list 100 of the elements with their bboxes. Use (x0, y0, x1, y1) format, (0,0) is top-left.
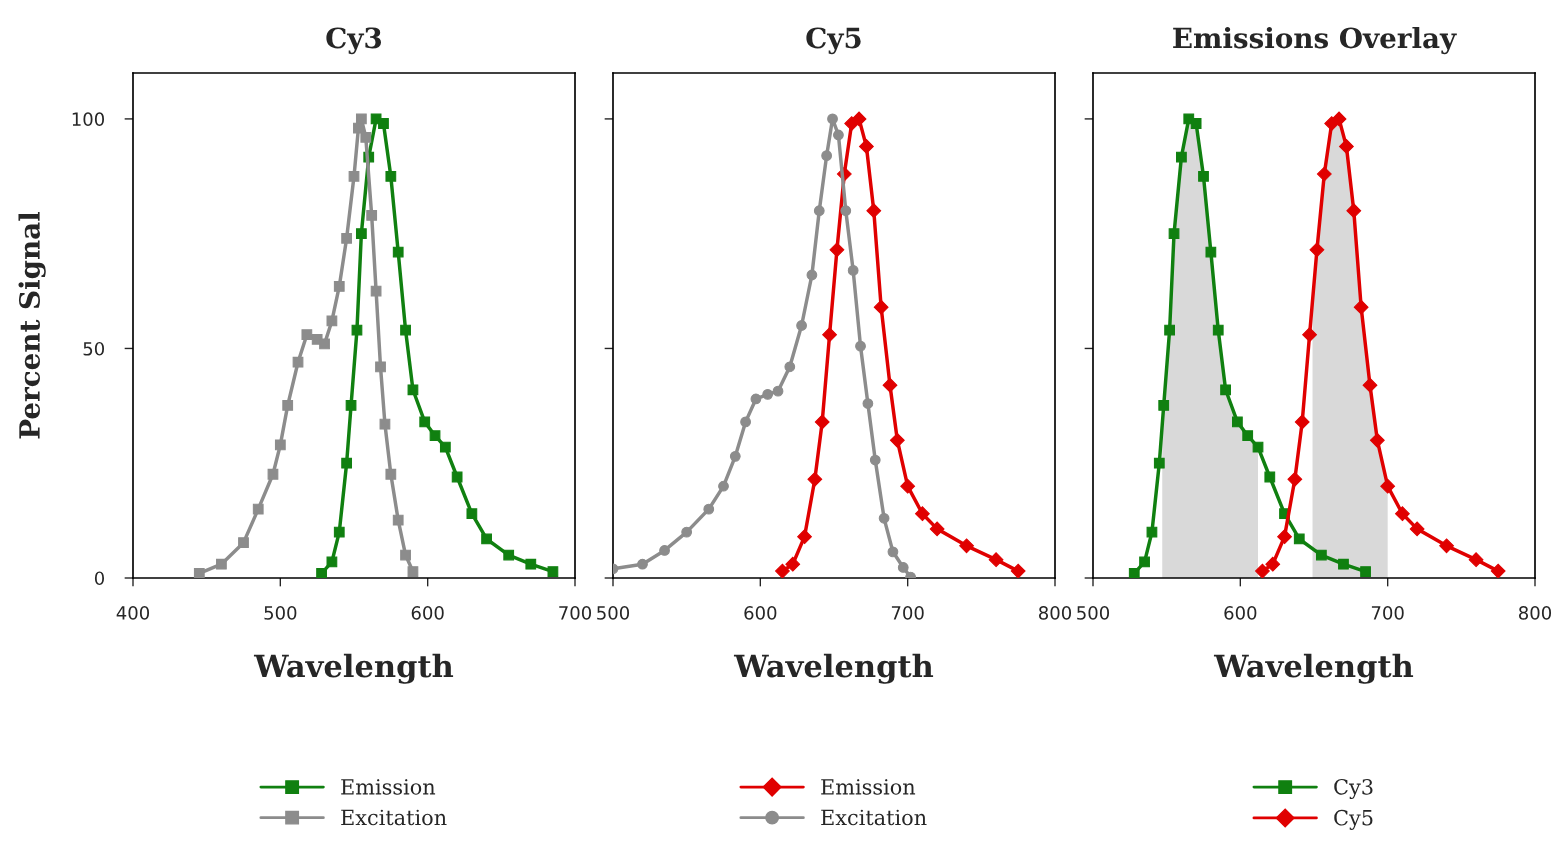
point (1158, 400, 1170, 411)
x-tick-label: 700 (891, 606, 924, 620)
point (762, 388, 774, 400)
point (1168, 228, 1180, 240)
point (274, 439, 286, 451)
point (822, 327, 837, 343)
x-tick-label: 600 (1224, 606, 1257, 620)
point (1255, 563, 1270, 578)
point (407, 566, 419, 577)
point (355, 113, 367, 125)
legend-label: Cy5 (1334, 809, 1373, 830)
point (821, 150, 833, 162)
point (252, 503, 264, 515)
point (1176, 151, 1187, 163)
point (267, 468, 279, 480)
point (360, 131, 372, 143)
point (813, 205, 825, 217)
point (525, 558, 537, 570)
point (400, 549, 411, 561)
point (873, 299, 889, 315)
point (319, 338, 330, 350)
point (959, 538, 974, 554)
y-tick-label: 0 (94, 571, 105, 586)
y-tick-label: 50 (83, 341, 105, 356)
point (637, 558, 648, 570)
point (869, 454, 881, 466)
point (345, 400, 357, 411)
point (1205, 246, 1217, 258)
point (1309, 242, 1325, 258)
point (772, 385, 784, 397)
point (833, 129, 844, 141)
point (1293, 533, 1305, 545)
legend-label: Emission (341, 779, 436, 795)
point (316, 568, 327, 578)
point (301, 329, 313, 341)
point (785, 556, 801, 572)
point (1164, 324, 1175, 336)
point (216, 558, 227, 570)
point (897, 562, 909, 573)
point (1252, 441, 1264, 453)
point (1360, 566, 1371, 577)
point (829, 242, 845, 258)
point (718, 480, 729, 492)
chart-title: Cy3 (326, 27, 382, 55)
point (729, 450, 741, 462)
point (878, 512, 890, 524)
point (1362, 377, 1378, 393)
point (775, 563, 790, 578)
point (1353, 299, 1369, 315)
point (385, 468, 397, 480)
point (796, 320, 807, 331)
point (1302, 327, 1317, 343)
point (547, 566, 559, 577)
point (740, 416, 751, 428)
point (378, 118, 389, 129)
point (392, 514, 404, 526)
point (1277, 529, 1292, 545)
point (503, 549, 515, 561)
legend-label: Emission (821, 779, 916, 795)
point (1395, 506, 1410, 522)
point (366, 209, 378, 221)
y-axis-title: Percent Signal (18, 211, 46, 439)
point (659, 545, 670, 556)
point (439, 441, 451, 453)
point (1468, 552, 1484, 568)
point (882, 377, 898, 393)
point (900, 478, 916, 494)
point (282, 400, 294, 411)
point (341, 232, 353, 244)
point (466, 508, 478, 520)
point (451, 471, 463, 483)
point (1316, 166, 1332, 182)
point (827, 113, 838, 125)
x-tick-label: 600 (411, 606, 444, 620)
x-tick-label: 500 (597, 606, 630, 620)
point (847, 265, 859, 276)
point (1128, 568, 1140, 578)
point (840, 205, 852, 217)
point (333, 526, 345, 538)
point (419, 416, 431, 428)
point (375, 361, 386, 373)
point (1294, 414, 1310, 430)
point (703, 503, 715, 515)
point (341, 457, 353, 469)
x-tick-label: 700 (559, 606, 592, 620)
point (851, 111, 867, 127)
point (1212, 324, 1224, 336)
point (1369, 432, 1385, 448)
point (988, 552, 1004, 568)
legend-label: Cy3 (1334, 778, 1373, 800)
point (400, 324, 411, 336)
x-tick-label: 800 (1038, 606, 1072, 620)
point (1153, 457, 1165, 469)
point (814, 414, 830, 430)
point (1139, 556, 1150, 568)
point (889, 432, 905, 448)
x-tick-label: 400 (116, 606, 150, 620)
point (385, 170, 397, 182)
point (355, 228, 367, 240)
chart-title: Emissions Overlay (1173, 26, 1457, 55)
